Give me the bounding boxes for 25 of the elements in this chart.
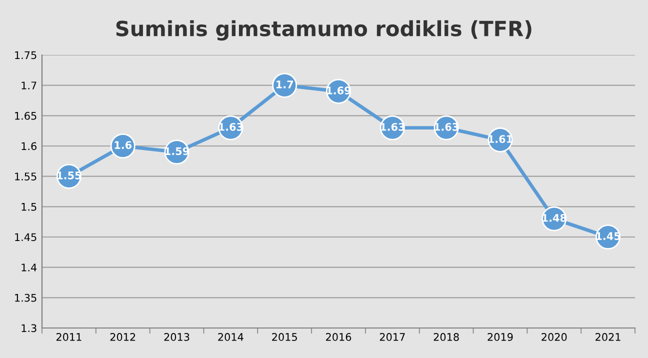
y-tick-label: 1.6 <box>22 142 36 150</box>
x-tick-label: 2012 <box>110 333 136 341</box>
x-tick-label: 2015 <box>272 333 297 341</box>
x-tick-label: 2018 <box>434 333 459 341</box>
x-tick-label: 2013 <box>164 333 190 341</box>
x-tick-label: 2020 <box>542 333 567 341</box>
data-label: 1.61 <box>488 135 512 143</box>
data-label: 1.6 <box>114 141 132 150</box>
x-tick-label: 2016 <box>326 333 352 341</box>
x-tick-label: 2014 <box>218 333 244 341</box>
y-tick-label: 1.7 <box>22 82 36 90</box>
y-tick-label: 1.55 <box>15 172 36 180</box>
y-tick-label: 1.65 <box>15 112 36 120</box>
chart-title: Suminis gimstamumo rodiklis (TFR) <box>116 20 532 41</box>
y-tick-label: 1.35 <box>15 294 36 302</box>
x-tick-label: 2019 <box>488 333 513 341</box>
data-label: 1.7 <box>276 80 293 88</box>
y-tick-label: 1.75 <box>15 51 36 60</box>
y-tick-label: 1.45 <box>15 233 36 242</box>
x-tick-label: 2017 <box>380 333 405 341</box>
y-tick-label: 1.5 <box>22 203 36 211</box>
x-tick-label: 2011 <box>56 333 82 341</box>
y-tick-label: 1.4 <box>22 264 37 272</box>
x-tick-label: 2021 <box>596 333 620 341</box>
y-tick-label: 1.3 <box>22 324 36 332</box>
